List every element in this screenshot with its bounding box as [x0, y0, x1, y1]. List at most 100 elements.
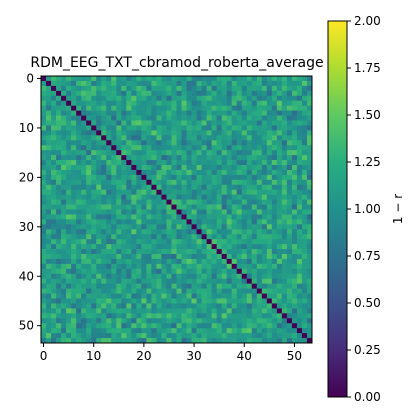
- heatmap-cell: [161, 150, 167, 156]
- heatmap-cell: [101, 239, 107, 245]
- heatmap-cell: [146, 179, 152, 186]
- heatmap-cell: [41, 249, 47, 255]
- heatmap-cell: [181, 244, 187, 250]
- heatmap-cell: [191, 95, 197, 102]
- heatmap-cell: [116, 199, 122, 205]
- heatmap-cell: [186, 179, 192, 186]
- heatmap-cell: [206, 234, 212, 240]
- heatmap-cell: [196, 268, 202, 275]
- heatmap-cell: [231, 174, 238, 181]
- heatmap-cell: [46, 318, 52, 324]
- heatmap-cell: [51, 249, 57, 255]
- heatmap-cell: [226, 140, 233, 146]
- heatmap-cell: [131, 76, 137, 82]
- heatmap-cell: [191, 125, 197, 131]
- heatmap-cell: [276, 90, 283, 97]
- heatmap-cell: [141, 115, 147, 121]
- heatmap-cell: [196, 313, 202, 319]
- heatmap-cell: [211, 239, 217, 245]
- heatmap-cell: [231, 293, 238, 299]
- heatmap-cell: [61, 100, 67, 107]
- heatmap-cell: [81, 135, 87, 141]
- heatmap-cell: [56, 145, 62, 151]
- heatmap-cell: [276, 283, 283, 289]
- heatmap-cell: [151, 110, 157, 116]
- heatmap-cell: [186, 135, 192, 141]
- heatmap-cell: [51, 244, 57, 250]
- heatmap-cell: [101, 318, 107, 324]
- heatmap-cell: [96, 199, 102, 205]
- heatmap-cell: [161, 214, 167, 220]
- heatmap-cell: [266, 263, 273, 270]
- heatmap-cell: [86, 288, 92, 294]
- heatmap-cell: [226, 244, 233, 250]
- heatmap-cell: [66, 258, 72, 265]
- heatmap-cell: [206, 278, 212, 285]
- heatmap-cell: [46, 155, 52, 161]
- heatmap-cell: [91, 298, 97, 304]
- heatmap-cell: [196, 85, 202, 92]
- heatmap-cell: [301, 278, 308, 285]
- heatmap-cell: [131, 313, 137, 319]
- heatmap-cell: [106, 189, 112, 196]
- heatmap-cell: [96, 308, 102, 314]
- heatmap-cell: [91, 174, 97, 181]
- heatmap-cell: [181, 150, 187, 156]
- heatmap-cell: [221, 258, 228, 265]
- heatmap-cell: [151, 80, 157, 87]
- heatmap-cell: [236, 179, 243, 186]
- heatmap-cell: [171, 239, 177, 245]
- heatmap-cell: [126, 85, 132, 92]
- heatmap-cell: [191, 90, 197, 97]
- heatmap-cell: [161, 273, 167, 280]
- heatmap-cell: [206, 90, 212, 97]
- heatmap-cell: [91, 263, 97, 270]
- y-tick-label: 50: [19, 319, 34, 333]
- heatmap-cell: [256, 338, 263, 344]
- heatmap-cell: [231, 76, 238, 82]
- heatmap-cell: [161, 174, 167, 181]
- heatmap-cell: [276, 323, 283, 329]
- heatmap-cell: [291, 333, 298, 339]
- heatmap-cell: [226, 333, 233, 339]
- heatmap-cell: [136, 85, 142, 92]
- heatmap-cell: [61, 95, 67, 102]
- heatmap-cell: [216, 244, 223, 250]
- heatmap-cell: [111, 145, 117, 151]
- heatmap-cell: [236, 169, 243, 176]
- heatmap-cell: [46, 204, 52, 210]
- heatmap-cell: [286, 155, 293, 161]
- heatmap-cell: [171, 288, 177, 294]
- heatmap-cell: [216, 219, 223, 225]
- heatmap-cell: [181, 155, 187, 161]
- heatmap-cell: [136, 125, 142, 131]
- heatmap-cell: [106, 95, 112, 102]
- heatmap-cell: [231, 263, 238, 270]
- heatmap-cell: [251, 169, 258, 176]
- heatmap-cell: [211, 120, 217, 126]
- heatmap-cell: [96, 95, 102, 102]
- heatmap-cell: [246, 174, 253, 181]
- heatmap-cell: [41, 199, 47, 205]
- heatmap-cell: [211, 100, 217, 107]
- heatmap-cell: [126, 179, 132, 186]
- heatmap-cell: [241, 189, 248, 196]
- heatmap-cell: [116, 298, 122, 304]
- heatmap-cell: [96, 105, 102, 111]
- heatmap-cell: [116, 288, 122, 294]
- heatmap-cell: [226, 328, 233, 334]
- heatmap-cell: [126, 169, 132, 176]
- heatmap-cell: [241, 140, 248, 146]
- heatmap-cell: [241, 160, 248, 166]
- heatmap-cell: [56, 268, 62, 275]
- heatmap-cell: [101, 194, 107, 200]
- heatmap-cell: [226, 165, 233, 171]
- heatmap-cell: [131, 130, 137, 136]
- heatmap-cell: [211, 90, 217, 97]
- heatmap-cell: [291, 165, 298, 171]
- heatmap-cell: [186, 199, 192, 205]
- heatmap-cell: [131, 199, 137, 205]
- heatmap-cell: [301, 239, 308, 245]
- heatmap-cell: [211, 313, 217, 319]
- heatmap-cell: [166, 199, 172, 205]
